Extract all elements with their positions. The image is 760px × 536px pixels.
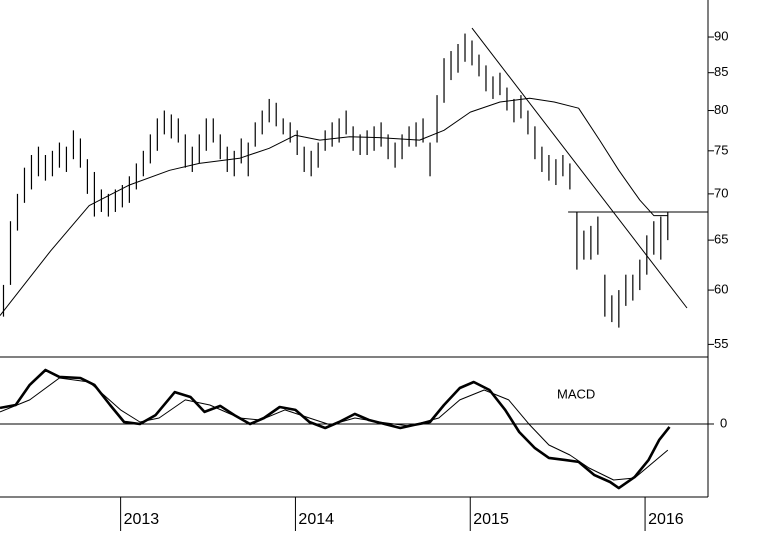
y-tick-label: 90: [714, 28, 728, 43]
y-tick-label: 65: [714, 232, 728, 247]
macd-signal: [0, 377, 669, 481]
x-tick-label: 2013: [124, 511, 160, 528]
y-tick-label: 55: [714, 336, 728, 351]
macd-label: MACD: [557, 386, 595, 401]
y-tick-label: 0: [720, 415, 727, 430]
macd-line: [0, 368, 671, 490]
y-tick-label: 75: [714, 142, 728, 157]
trendline: [471, 27, 688, 309]
x-tick-label: 2016: [648, 511, 684, 528]
y-tick-label: 85: [714, 64, 728, 79]
moving-average: [0, 97, 668, 316]
x-tick-label: 2014: [298, 511, 334, 528]
y-tick-label: 60: [714, 282, 728, 297]
x-tick-label: 2015: [473, 511, 509, 528]
y-tick-label: 80: [714, 102, 728, 117]
y-tick-label: 70: [714, 185, 728, 200]
